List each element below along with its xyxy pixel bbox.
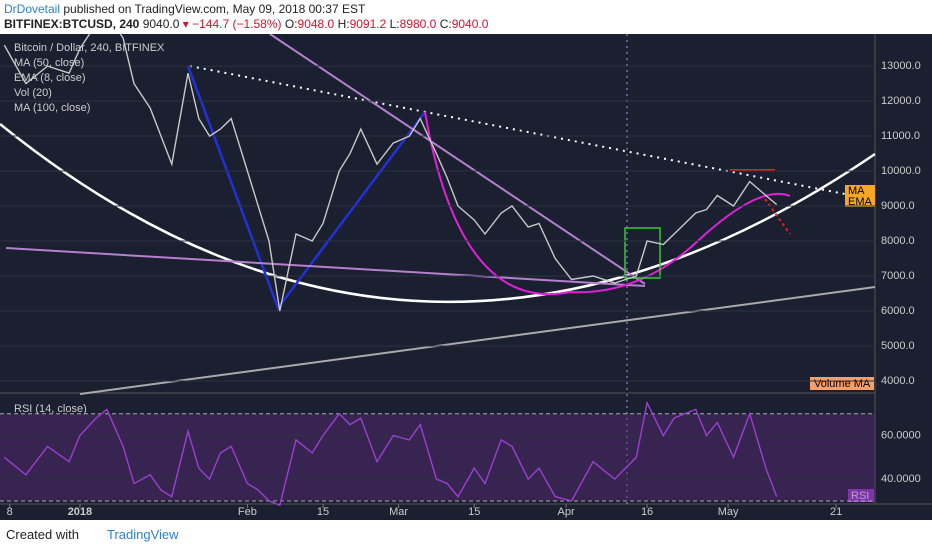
- footer: Created with TradingView: [6, 527, 179, 542]
- brand[interactable]: TradingView: [106, 527, 179, 542]
- y-tick-label: 9000.0: [881, 200, 915, 212]
- y-tick-label: 5000.0: [881, 340, 915, 352]
- x-tick-label: 15: [317, 506, 329, 518]
- blue-v: [186, 65, 426, 311]
- x-tick-label: 2018: [68, 506, 92, 518]
- y-tick-label: 12000.0: [881, 95, 921, 107]
- volume-ma-tag-bg: [810, 377, 874, 390]
- rsi-tag-bg: [848, 489, 874, 502]
- l-label: L:: [389, 17, 400, 31]
- purple-line-2: [269, 34, 646, 285]
- background: [0, 34, 932, 520]
- y-tick-label: 7000.0: [881, 270, 915, 282]
- volume-ma-tag: Volume MA: [814, 378, 871, 390]
- o: 9048.0: [297, 17, 335, 31]
- o-label: O:: [284, 17, 298, 31]
- y-tick-label: 40.0000: [881, 473, 921, 485]
- red-dashed: [764, 198, 791, 235]
- y-tick-label: 4000.0: [881, 375, 915, 387]
- h-label: H:: [337, 17, 350, 31]
- symbol: BITFINEX:BTCUSD, 240: [4, 17, 140, 31]
- rsi-band: [0, 413, 875, 501]
- c-label: C:: [439, 17, 452, 31]
- x-tick-label: 8: [7, 506, 13, 518]
- change-value: −144.7 (−1.58%): [192, 17, 282, 31]
- l: 8980.0: [399, 17, 437, 31]
- chart: RSI (14, close) MA EMA Volume MA RSI 8 20…: [0, 34, 932, 520]
- grey-line: [79, 286, 876, 395]
- green-box: [624, 227, 661, 279]
- legend-item: Bitcoin / Dollar, 240, BITFINEX: [14, 42, 165, 54]
- purple-line: [5, 247, 646, 287]
- rsi-line: [3, 400, 778, 507]
- x-tick-label: Apr: [557, 506, 574, 518]
- rsi-title: RSI (14, close): [14, 403, 87, 415]
- price-line: [3, 34, 778, 312]
- legend-item: Vol (20): [14, 87, 52, 99]
- change: ▾ −144.7 (−1.58%): [182, 17, 282, 31]
- drawings: [0, 34, 876, 504]
- header: DrDovetail published on TradingView.com,…: [4, 2, 488, 32]
- x-tick-label: 16: [641, 506, 653, 518]
- y-tick-label: 11000.0: [881, 130, 920, 142]
- legend-item: EMA (8, close): [14, 72, 86, 84]
- x-tick-label: 15: [468, 506, 480, 518]
- x-tick-label: Feb: [238, 506, 257, 518]
- y-tick-label: 6000.0: [881, 305, 915, 317]
- y-tick-label: 10000.0: [881, 165, 921, 177]
- x-tick-label: Mar: [389, 506, 408, 518]
- h: 9091.2: [349, 17, 387, 31]
- y-tick-label: 13000.0: [881, 60, 921, 72]
- author[interactable]: DrDovetail: [4, 2, 61, 16]
- y-tick-label: 60.0000: [881, 429, 921, 441]
- legend-item: MA (100, close): [14, 102, 90, 114]
- last: 9040.0: [142, 17, 180, 31]
- c: 9040.0: [451, 17, 489, 31]
- x-tick-label: May: [718, 506, 739, 518]
- rsi-tag: RSI: [851, 490, 869, 502]
- ma-tag-bg: [845, 185, 875, 207]
- x-tick-label: 21: [830, 506, 842, 518]
- ema-tag: EMA: [848, 196, 873, 208]
- created: Created with: [6, 527, 79, 542]
- magenta-curve: [424, 111, 791, 296]
- legend: Bitcoin / Dollar, 240, BITFINEX MA (50, c…: [14, 42, 165, 114]
- bowl-curve: [0, 123, 876, 304]
- published: published on TradingView.com, May 09, 20…: [63, 2, 366, 16]
- y-tick-label: 8000.0: [881, 235, 915, 247]
- ma-tag: MA: [848, 185, 865, 197]
- legend-item: MA (50, close): [14, 57, 84, 69]
